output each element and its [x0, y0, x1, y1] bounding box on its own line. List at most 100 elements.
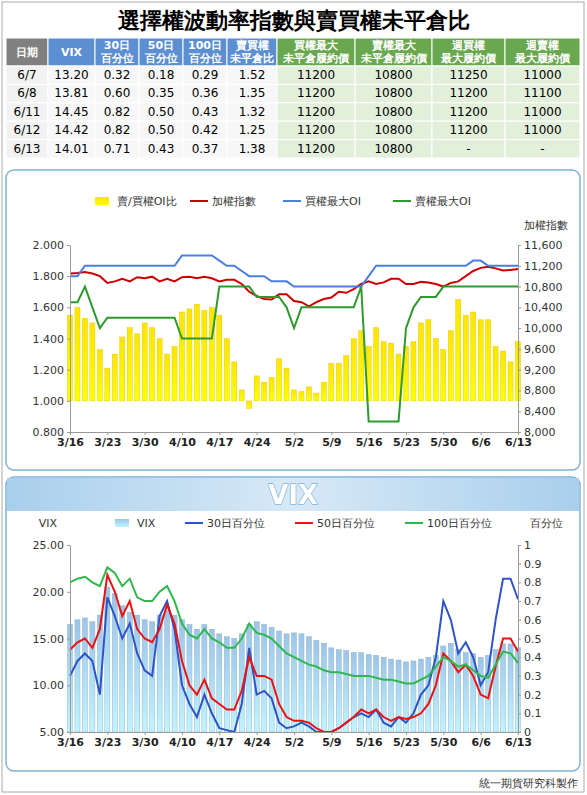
tick-label: 10,000	[524, 322, 563, 335]
header-cell	[6, 38, 48, 66]
tick-mark	[145, 732, 146, 735]
tick-label: 1	[524, 539, 531, 552]
tick-mark	[406, 732, 407, 735]
bar	[508, 362, 513, 401]
table-cell	[227, 66, 277, 84]
chart-title: VIX	[268, 480, 318, 510]
table-cell	[277, 66, 355, 84]
table-cell	[505, 121, 580, 139]
tick-mark	[67, 545, 70, 546]
panel-frame	[6, 170, 580, 470]
tick-mark	[518, 582, 521, 583]
tick: 5/2	[285, 432, 304, 449]
bar	[105, 368, 110, 401]
table-cell	[355, 103, 432, 121]
cell-text: 11200	[297, 68, 335, 82]
tick: 9,600	[518, 343, 556, 356]
cell-text: 10800	[374, 105, 412, 119]
tick-mark	[67, 639, 70, 640]
tick: 4/10	[169, 732, 196, 749]
bar	[456, 650, 461, 732]
legend-label: 30日百分位	[207, 517, 265, 530]
cell-text: 0.43	[192, 105, 219, 119]
title-band	[7, 478, 579, 511]
bar	[224, 339, 229, 401]
legend-label: 50日百分位	[317, 517, 375, 530]
tick-mark	[67, 276, 70, 277]
table-cell	[183, 121, 227, 139]
header-text: 賣權最大	[371, 39, 417, 52]
bar	[232, 362, 237, 401]
line	[70, 255, 518, 286]
axis: 3/163/233/304/104/174/245/25/95/165/235/…	[57, 732, 532, 749]
tick-mark	[257, 732, 258, 735]
tick-label: 0.1	[524, 707, 542, 720]
tick: 0.9	[518, 558, 542, 571]
bar	[262, 624, 267, 732]
header-cell	[139, 38, 183, 66]
bar	[194, 304, 199, 401]
tick-mark	[70, 432, 71, 435]
tick-mark	[518, 564, 521, 565]
legend-swatch	[185, 522, 203, 524]
plot-area	[67, 567, 520, 732]
bar	[314, 640, 319, 732]
cell-text: 1.35	[239, 86, 266, 100]
bar	[239, 390, 244, 401]
tick: 5/30	[430, 732, 457, 749]
cell-text: 0.82	[104, 123, 131, 137]
table-cell	[48, 140, 95, 158]
table-cell	[505, 84, 580, 102]
bar	[150, 328, 155, 401]
tick: 8,800	[518, 384, 556, 397]
cell-text: 11200	[297, 142, 335, 156]
header-text: 週賣權	[525, 39, 559, 52]
tick: 1.000	[33, 395, 71, 408]
cell-text: 11200	[297, 105, 335, 119]
line	[70, 579, 518, 732]
cell-text: 13.81	[54, 86, 88, 100]
cell-text: 14.45	[54, 105, 88, 119]
axis: 3/163/233/304/104/174/245/25/95/165/235/…	[57, 432, 532, 449]
legend-swatch	[283, 200, 301, 202]
cell-text: 0.42	[192, 123, 219, 137]
table-cell	[48, 121, 95, 139]
table-cell	[227, 121, 277, 139]
tick-label: 5/9	[322, 736, 341, 749]
tick-mark	[518, 695, 521, 696]
bar	[277, 359, 282, 401]
tick-label: 4/24	[244, 436, 271, 449]
panel-frame	[6, 477, 580, 771]
tick-label: 0.3	[524, 670, 542, 683]
table-cell	[183, 66, 227, 84]
tick-mark	[331, 432, 332, 435]
header-text: 最大履約價	[440, 52, 497, 65]
tick-label: 9,600	[524, 343, 556, 356]
tick-mark	[294, 732, 295, 735]
tick-mark	[518, 328, 521, 329]
bar	[247, 401, 252, 409]
axis: 0.8001.0001.2001.4001.6001.8002.000	[33, 239, 71, 439]
legend-swatch	[393, 200, 411, 202]
tick: 2.000	[33, 239, 71, 252]
tick-label: 6/6	[472, 736, 492, 749]
header-text: 未平倉履約價	[282, 52, 350, 65]
bar	[187, 309, 192, 401]
bar	[142, 323, 147, 401]
bar	[501, 351, 506, 401]
title: 選擇權波動率指數與賣買權未平倉比	[118, 8, 470, 33]
tick-label: 3/16	[57, 436, 84, 449]
header-cell	[48, 38, 95, 66]
tick-mark	[67, 370, 70, 371]
tick: 5/23	[393, 432, 420, 449]
tick-mark	[518, 390, 521, 391]
legend-swatch	[190, 200, 208, 202]
cell-text: 6/7	[17, 68, 36, 82]
bar	[448, 331, 453, 401]
bar	[389, 343, 394, 401]
legend-swatch	[405, 522, 423, 524]
tick-label: 6/6	[472, 436, 492, 449]
tick-label: 10.00	[33, 679, 65, 692]
tick-mark	[518, 732, 519, 735]
tick-label: 20.00	[33, 586, 65, 599]
